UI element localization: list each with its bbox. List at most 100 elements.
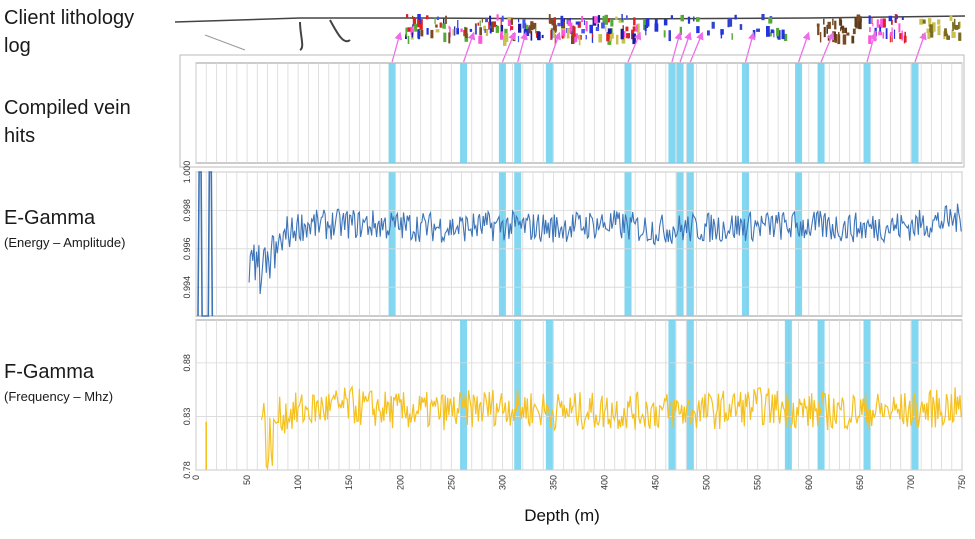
lithology-segment xyxy=(851,35,855,44)
lithology-segment xyxy=(501,15,504,22)
lithology-segment xyxy=(871,16,873,24)
vein-arrow xyxy=(866,31,878,63)
lithology-segment xyxy=(411,32,413,38)
lithology-segment xyxy=(840,27,842,32)
egamma-y-tick: 1.000 xyxy=(182,161,192,184)
lithology-segment xyxy=(946,33,949,40)
lithology-segment xyxy=(478,35,483,44)
lithology-segment xyxy=(781,29,785,40)
lithology-segment xyxy=(926,28,929,34)
depth-tick-label: 150 xyxy=(344,475,354,490)
lithology-segment xyxy=(610,20,614,27)
lithology-segment xyxy=(622,31,626,38)
lithology-segment xyxy=(707,30,710,36)
depth-axis-label: Depth (m) xyxy=(524,506,600,525)
lithology-segment xyxy=(452,28,455,36)
fgamma-y-tick: 0.78 xyxy=(182,461,192,479)
lithology-segment xyxy=(953,18,956,30)
egamma-vein-band xyxy=(676,172,684,316)
egamma-y-tick: 0.998 xyxy=(182,199,192,222)
lithology-segment xyxy=(943,31,948,37)
depth-tick-label: 100 xyxy=(293,475,303,490)
lithology-segment xyxy=(949,15,953,21)
fgamma-frame xyxy=(195,319,963,471)
lithology-segment xyxy=(407,35,410,44)
lithology-segment xyxy=(595,27,600,31)
egamma-vein-band xyxy=(388,172,396,316)
lithology-mark xyxy=(329,19,351,43)
lithology-segment xyxy=(522,19,526,29)
fgamma-vein-band xyxy=(863,320,871,470)
lithology-segment xyxy=(426,15,429,20)
lithology-segment xyxy=(616,34,619,45)
lithology-segment xyxy=(597,15,601,23)
lithology-segment xyxy=(761,14,765,21)
lithology-segment xyxy=(876,19,879,28)
vein-arrow xyxy=(689,31,704,63)
lithology-segment xyxy=(585,21,588,32)
depth-tick-label: 500 xyxy=(702,475,712,490)
vein-hits-panel xyxy=(179,54,965,168)
lithology-segment xyxy=(591,33,594,43)
vein-arrow xyxy=(820,31,835,63)
lithology-segment xyxy=(585,35,587,40)
lithology-segment xyxy=(435,29,440,33)
lithology-segment xyxy=(827,21,831,29)
lithology-segment xyxy=(598,34,603,43)
egamma-vein-band xyxy=(741,172,749,316)
egamma-series-line xyxy=(248,203,962,295)
lithology-segment xyxy=(448,32,451,44)
lithology-segment xyxy=(952,22,954,32)
vein-panel-vein-band xyxy=(676,63,684,163)
fgamma-sublabel: (Frequency – Mhz) xyxy=(4,389,114,404)
lithology-segment xyxy=(893,29,896,39)
egamma-vein-band xyxy=(498,172,506,316)
lithology-segment xyxy=(734,14,737,20)
lithology-segment xyxy=(696,17,700,22)
fgamma-label: F-Gamma xyxy=(4,361,94,383)
vein-arrow xyxy=(627,31,642,63)
lithology-segment xyxy=(670,15,673,19)
lithology-segment xyxy=(955,25,959,30)
fgamma-vein-band xyxy=(817,320,825,470)
lithology-segment xyxy=(938,25,941,29)
lithology-segment xyxy=(645,28,647,36)
lithology-segment xyxy=(569,22,573,34)
lithology-segment xyxy=(636,24,638,32)
lithology-segment xyxy=(479,27,482,36)
lithology-segment xyxy=(928,21,931,27)
depth-tick-label: 350 xyxy=(548,475,558,490)
lithology-segment xyxy=(958,22,960,29)
lithology-segment xyxy=(417,14,421,24)
depth-tick-label: 200 xyxy=(395,475,405,490)
lithology-segment xyxy=(405,34,407,39)
vein-hits-label: Compiled vein hits xyxy=(4,97,131,147)
lithology-segment xyxy=(456,27,459,35)
vein-arrow xyxy=(679,31,692,63)
lithology-segment xyxy=(901,30,903,41)
lithology-segment xyxy=(844,27,847,34)
lithology-segment xyxy=(768,17,773,24)
lithology-segment xyxy=(469,28,473,32)
egamma-label: E-Gamma xyxy=(4,207,96,229)
lithology-segment xyxy=(412,15,414,19)
lithology-segment xyxy=(507,18,511,26)
lithology-mark xyxy=(299,21,304,51)
egamma-panel: 0.994 0.996 0.998 1.000 xyxy=(182,161,963,317)
lithology-segment xyxy=(571,31,573,36)
lithology-segment xyxy=(577,21,581,28)
lithology-segment xyxy=(687,16,691,24)
lithology-segment xyxy=(842,34,847,45)
lithology-segment xyxy=(572,26,576,37)
lithology-segment xyxy=(711,21,715,29)
fgamma-vein-band xyxy=(784,320,792,470)
lithology-segment xyxy=(816,23,820,27)
lithology-segment xyxy=(485,29,489,36)
lithology-segment xyxy=(837,34,841,45)
lithology-segment xyxy=(483,25,486,31)
depth-tick-label: 300 xyxy=(497,475,507,490)
lithology-segment xyxy=(442,23,446,29)
lithology-segment xyxy=(919,18,924,25)
lithology-segment xyxy=(507,16,511,21)
lithology-segment xyxy=(868,15,871,24)
